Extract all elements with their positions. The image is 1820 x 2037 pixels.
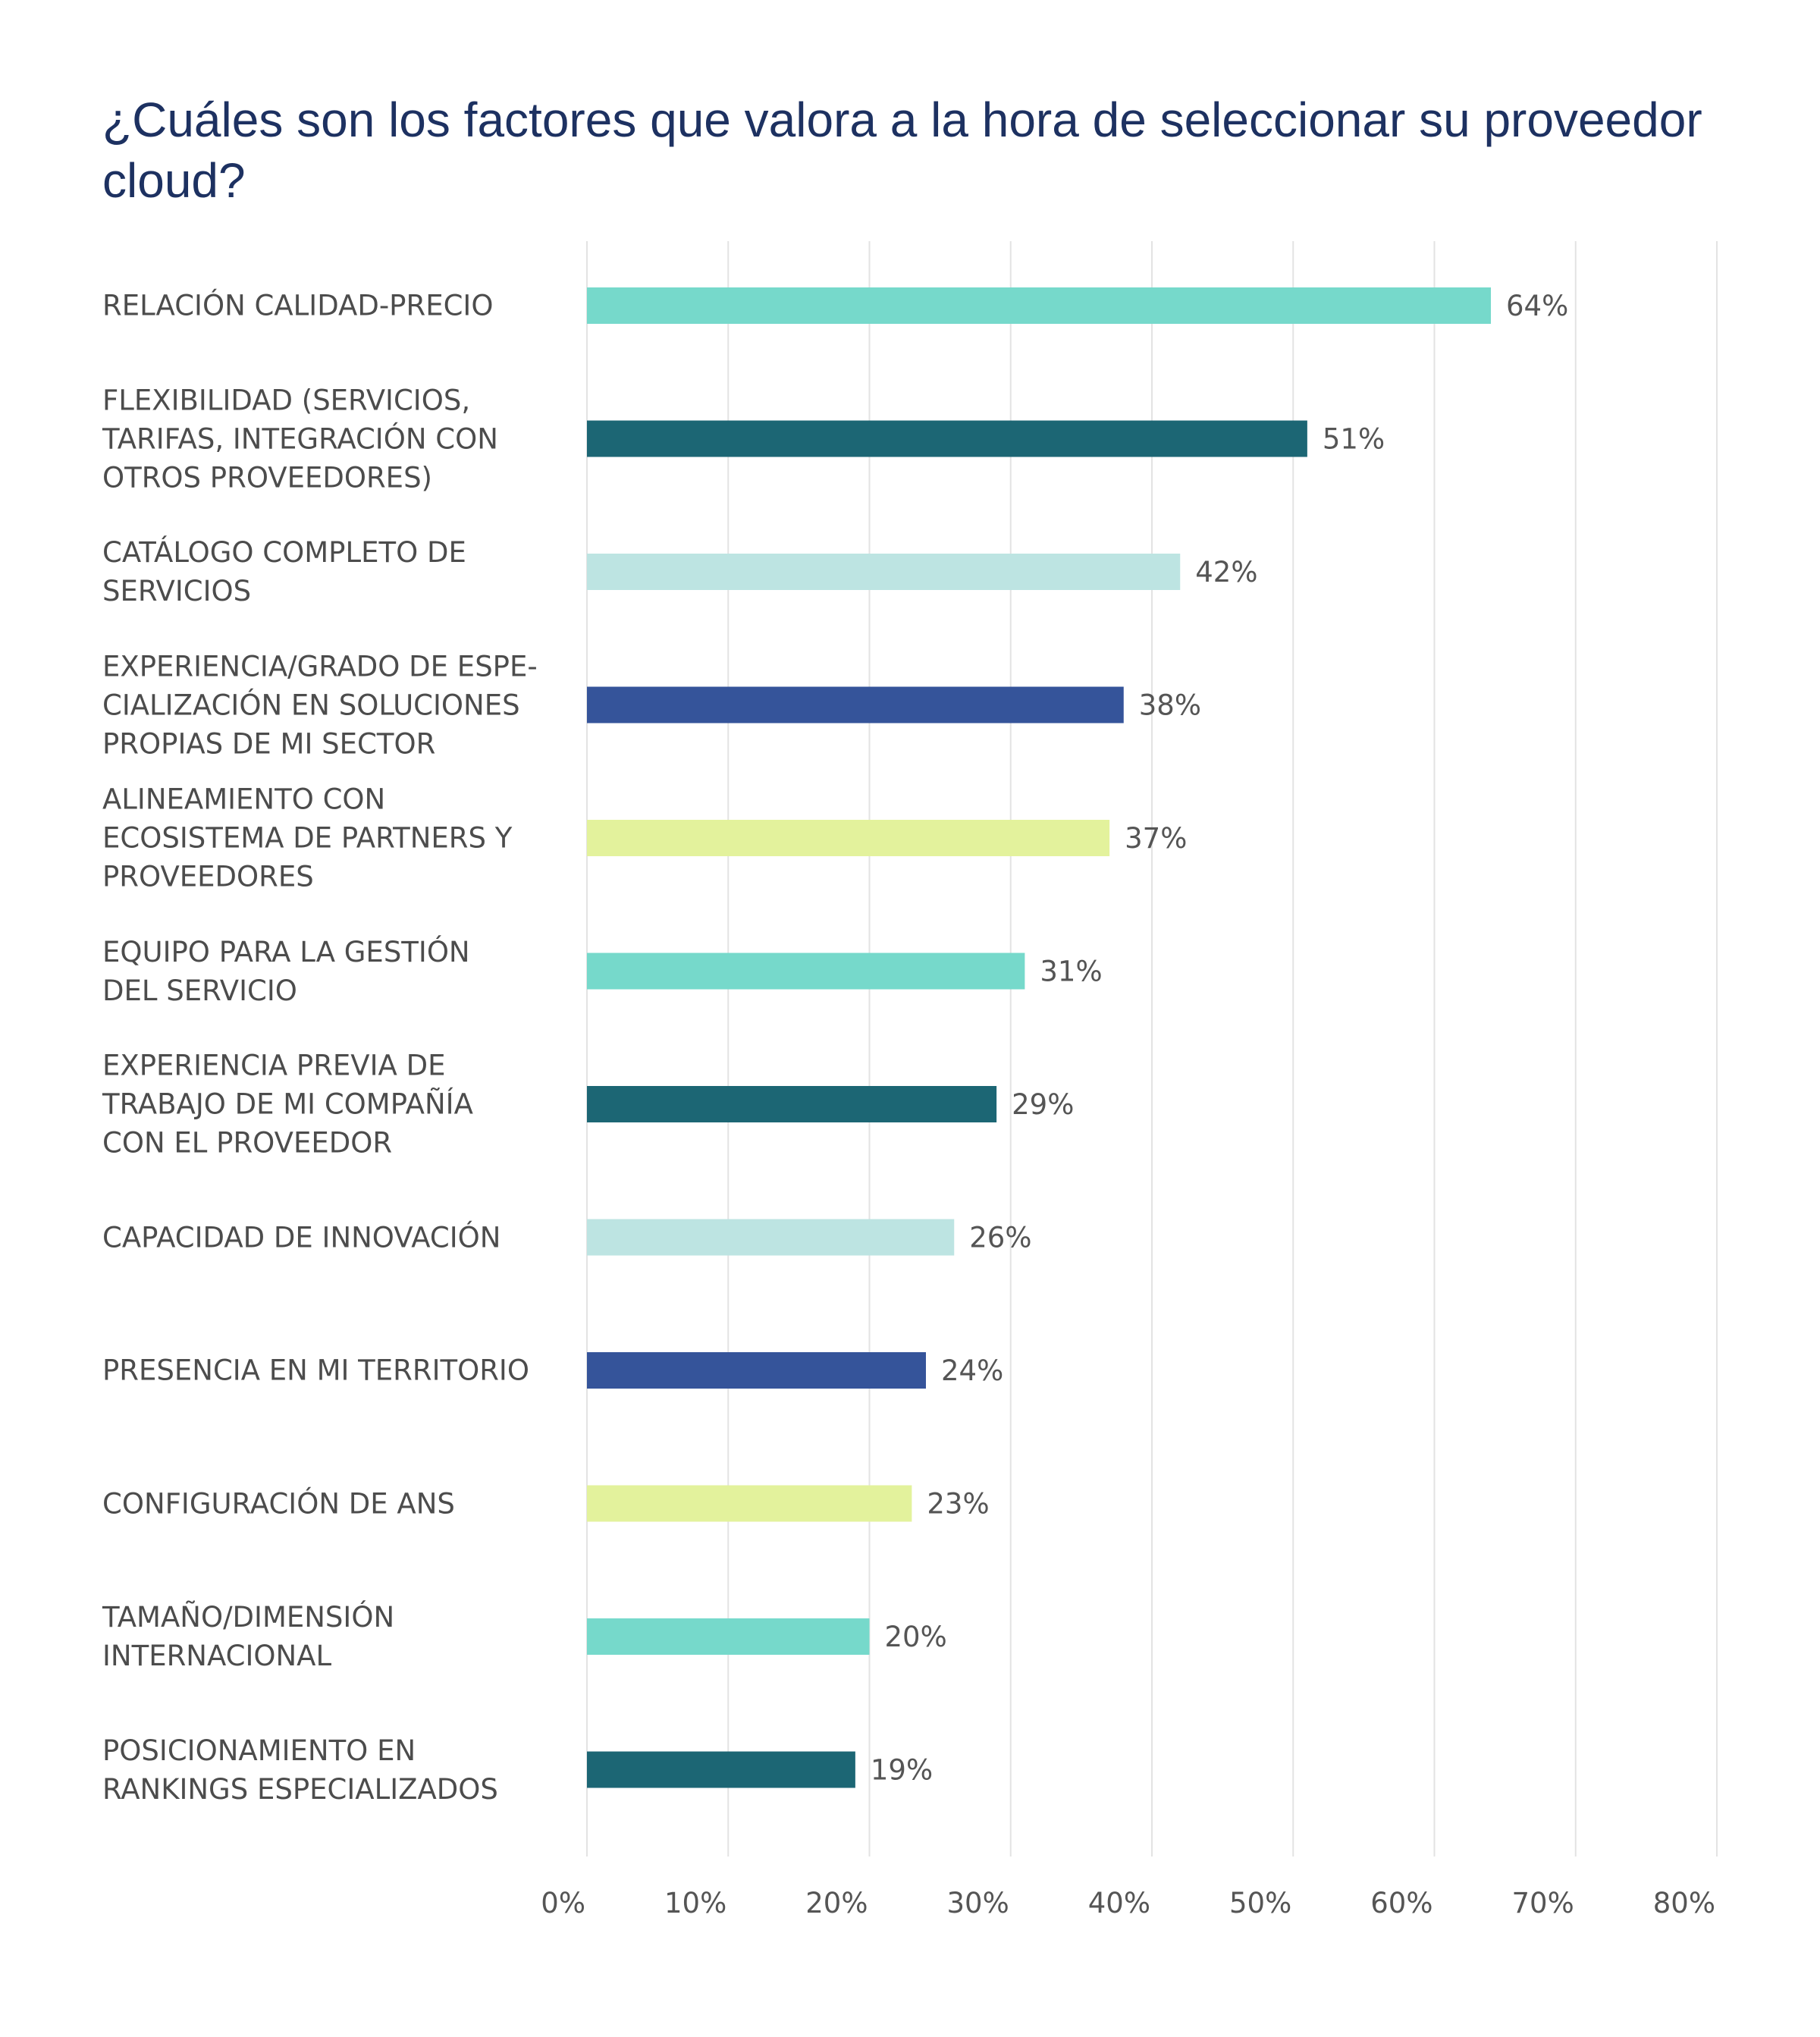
bar-value-label: 24% <box>941 1354 1003 1387</box>
x-tick-label: 50% <box>1229 1887 1291 1919</box>
category-label: EQUIPO PARA LA GESTIÓN DEL SERVICIO <box>102 935 470 1007</box>
gridlines <box>586 241 1718 1857</box>
x-tick-label: 0% <box>541 1887 585 1919</box>
category-label: ALINEAMIENTO CON ECOSISTEMA DE PARTNERS … <box>102 783 513 893</box>
bar <box>587 287 1491 324</box>
bar-value-label: 38% <box>1139 689 1201 722</box>
bar <box>587 1352 926 1389</box>
category-label: RELACIÓN CALIDAD-PRECIO <box>102 289 494 322</box>
category-label: FLEXIBILIDAD (SERVICIOS, TARIFAS, INTEGR… <box>102 384 498 494</box>
bar <box>587 953 1025 990</box>
bar-value-label: 31% <box>1040 956 1102 988</box>
x-tick-label: 20% <box>805 1887 868 1919</box>
bar <box>587 1219 955 1256</box>
bar-value-label: 23% <box>927 1488 989 1521</box>
bar <box>587 686 1124 723</box>
bar-value-label: 19% <box>871 1754 933 1787</box>
bar-value-label: 51% <box>1323 423 1385 456</box>
category-label: PRESENCIA EN MI TERRITORIO <box>102 1354 529 1387</box>
category-label: POSICIONAMIENTO EN RANKINGS ESPECIALIZAD… <box>102 1734 498 1806</box>
bar <box>587 1086 997 1122</box>
bar-value-label: 20% <box>885 1621 947 1653</box>
bar-value-label: 29% <box>1012 1088 1074 1121</box>
bar <box>587 820 1110 856</box>
bar <box>587 1485 912 1522</box>
bar <box>587 420 1307 457</box>
bar-value-label: 37% <box>1125 822 1187 855</box>
bar <box>587 554 1181 590</box>
x-axis-tick-labels: 0% 10% 20% 30% 40% 50% 60% 70% 80% <box>541 1887 1715 1919</box>
category-label: EXPERIENCIA/GRADO DE ESPE- CIALIZACIÓN E… <box>102 650 538 760</box>
value-labels: 64% 51% 42% 38% 37% 31% 29% 26% 24% 23% 20% 19% <box>871 290 1568 1787</box>
bar-value-label: 26% <box>969 1222 1031 1254</box>
bars <box>587 287 1491 1788</box>
bar <box>587 1618 870 1655</box>
category-label: TAMAÑO/DIMENSIÓN INTERNACIONAL <box>102 1601 395 1672</box>
x-tick-label: 40% <box>1088 1887 1150 1919</box>
x-tick-label: 30% <box>947 1887 1009 1919</box>
x-tick-label: 70% <box>1512 1887 1574 1919</box>
category-label: CONFIGURACIÓN DE ANS <box>102 1487 455 1520</box>
bar-value-label: 64% <box>1506 290 1568 322</box>
x-tick-label: 80% <box>1653 1887 1715 1919</box>
x-tick-label: 60% <box>1370 1887 1432 1919</box>
x-tick-label: 10% <box>664 1887 726 1919</box>
category-label: CAPACIDAD DE INNOVACIÓN <box>102 1221 501 1254</box>
category-label: CATÁLOGO COMPLETO DE SERVICIOS <box>102 536 466 607</box>
chart-title: ¿Cuáles son los factores que valora a la… <box>102 93 1702 208</box>
bar <box>587 1751 855 1788</box>
bar-value-label: 42% <box>1195 556 1257 589</box>
category-label: EXPERIENCIA PREVIA DE TRABAJO DE MI COMP… <box>102 1049 473 1160</box>
